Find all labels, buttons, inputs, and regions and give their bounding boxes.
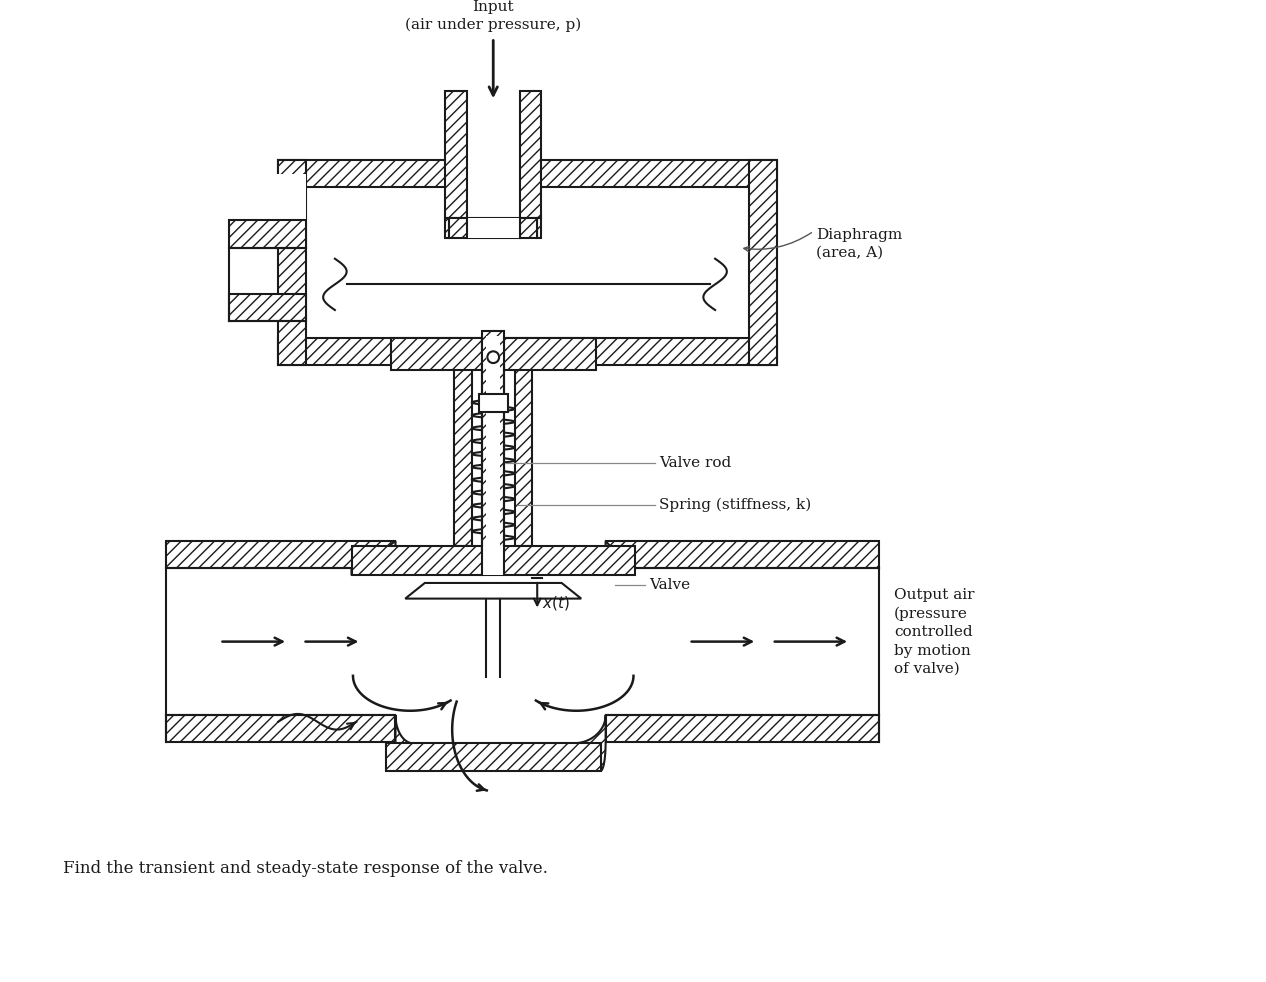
Bar — [229, 220, 305, 247]
Bar — [467, 218, 520, 238]
Text: Valve: Valve — [649, 578, 691, 592]
Bar — [479, 395, 508, 411]
Bar — [352, 546, 636, 575]
Bar — [446, 91, 467, 218]
Text: $x(t)$: $x(t)$ — [542, 593, 570, 612]
Bar — [279, 160, 776, 188]
Polygon shape — [405, 583, 581, 599]
Polygon shape — [386, 715, 413, 771]
Bar — [386, 743, 601, 771]
Bar — [482, 331, 504, 551]
Bar — [229, 294, 305, 321]
Polygon shape — [352, 541, 395, 575]
Polygon shape — [573, 715, 605, 771]
Bar — [519, 91, 541, 218]
Bar — [749, 160, 776, 365]
Bar — [482, 546, 504, 575]
Bar — [537, 218, 541, 238]
Bar — [279, 160, 305, 365]
Bar — [605, 715, 880, 742]
Bar — [305, 188, 749, 338]
Text: Output air
(pressure
controlled
by motion
of valve): Output air (pressure controlled by motio… — [894, 588, 975, 676]
Circle shape — [487, 352, 499, 363]
Bar — [166, 541, 395, 569]
Bar — [504, 338, 596, 370]
Text: Valve rod: Valve rod — [660, 456, 732, 469]
Text: Spring (stiffness, k): Spring (stiffness, k) — [660, 498, 812, 512]
Text: Diaphragm
(area, A): Diaphragm (area, A) — [815, 228, 901, 259]
Bar — [391, 338, 482, 370]
Bar — [515, 365, 532, 546]
Bar — [279, 338, 776, 365]
Polygon shape — [605, 541, 636, 575]
Text: Find the transient and steady-state response of the valve.: Find the transient and steady-state resp… — [63, 860, 548, 877]
Bar — [467, 91, 520, 218]
Bar — [449, 218, 537, 238]
Bar — [446, 218, 449, 238]
Bar — [454, 365, 472, 546]
Text: Input
(air under pressure, p): Input (air under pressure, p) — [405, 0, 581, 32]
Bar — [166, 715, 395, 742]
Bar — [229, 175, 305, 247]
Bar — [605, 541, 880, 569]
Bar — [486, 336, 500, 551]
